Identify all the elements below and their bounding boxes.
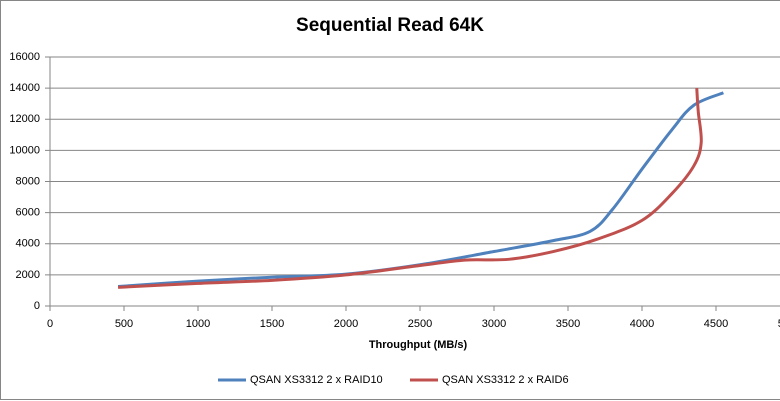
y-tick-label: 10000 <box>9 144 40 156</box>
x-tick-label: 2000 <box>334 318 358 330</box>
y-tick-label: 12000 <box>9 113 40 125</box>
chart-title: Sequential Read 64K <box>296 15 484 36</box>
x-tick-label: 5000 <box>778 318 780 330</box>
y-tick-label: 8000 <box>16 175 40 187</box>
y-tick-label: 16000 <box>9 51 40 63</box>
y-tick-label: 4000 <box>16 238 40 250</box>
y-tick-label: 0 <box>34 300 40 312</box>
x-tick-label: 3000 <box>482 318 506 330</box>
x-tick-label: 1000 <box>186 318 210 330</box>
y-tick-label: 2000 <box>16 269 40 281</box>
x-tick-label: 4000 <box>630 318 654 330</box>
legend-label: QSAN XS3312 2 x RAID6 <box>442 374 569 386</box>
x-tick-label: 2500 <box>408 318 432 330</box>
y-tick-label: 14000 <box>9 82 40 94</box>
series-line <box>118 88 703 289</box>
x-tick-label: 1500 <box>260 318 284 330</box>
legend-label: QSAN XS3312 2 x RAID10 <box>250 374 383 386</box>
x-axis-label: Throughput (MB/s) <box>369 339 468 351</box>
x-tick-label: 500 <box>115 318 133 330</box>
series-line <box>117 91 724 289</box>
x-tick-label: 4500 <box>704 318 728 330</box>
y-tick-label: 6000 <box>16 207 40 219</box>
x-tick-label: 3500 <box>556 318 580 330</box>
x-tick-label: 0 <box>47 318 53 330</box>
